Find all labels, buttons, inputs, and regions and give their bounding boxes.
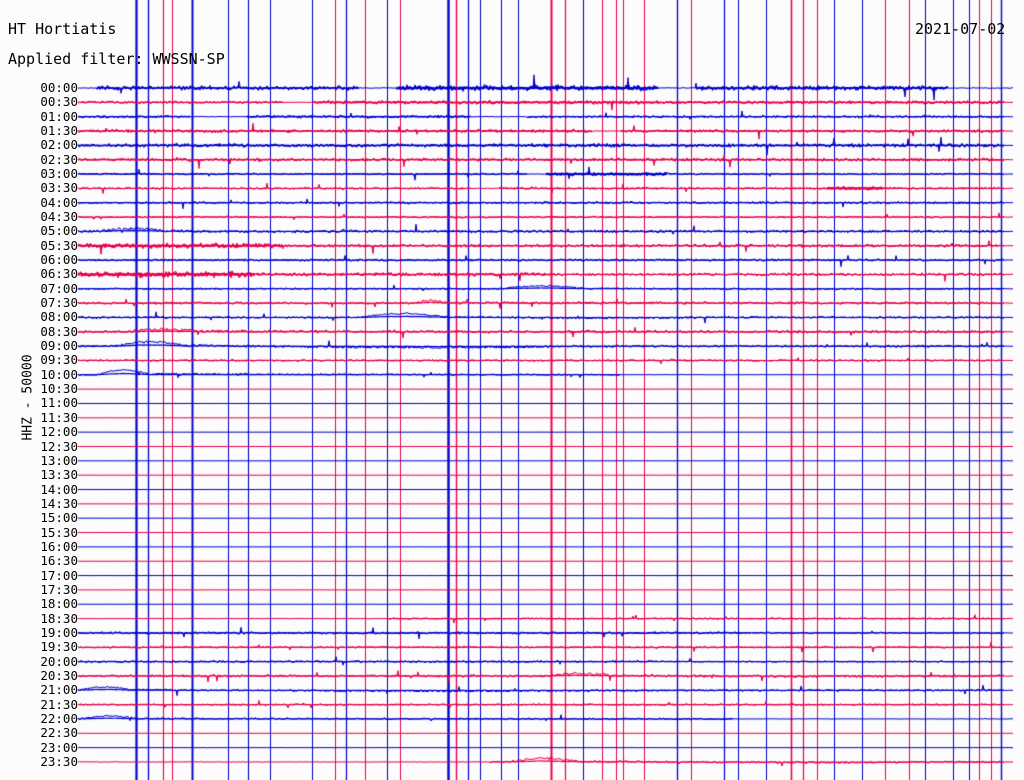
time-tick-label: 19:00	[40, 624, 78, 640]
time-tick-label: 00:30	[40, 94, 78, 110]
time-tick-label: 01:00	[40, 108, 78, 124]
time-tick-label: 22:00	[40, 710, 78, 726]
time-tick-label: 04:30	[40, 209, 78, 225]
time-tick-label: 06:00	[40, 252, 78, 268]
time-tick-label: 06:30	[40, 266, 78, 282]
time-tick-label: 09:00	[40, 338, 78, 354]
time-tick-label: 23:30	[40, 753, 78, 769]
time-tick-label: 12:30	[40, 438, 78, 454]
time-tick-label: 10:00	[40, 366, 78, 382]
time-tick-label: 10:30	[40, 381, 78, 397]
time-tick-label: 16:30	[40, 553, 78, 569]
time-tick-label: 12:00	[40, 424, 78, 440]
time-tick-label: 02:00	[40, 137, 78, 153]
time-tick-label: 03:30	[40, 180, 78, 196]
time-tick-label: 13:30	[40, 467, 78, 483]
time-tick-label: 23:00	[40, 739, 78, 755]
time-tick-label: 08:30	[40, 323, 78, 339]
time-tick-label: 20:30	[40, 667, 78, 683]
time-tick-label: 03:00	[40, 166, 78, 182]
time-tick-label: 22:30	[40, 725, 78, 741]
time-tick-label: 19:30	[40, 639, 78, 655]
time-tick-label: 17:00	[40, 567, 78, 583]
time-tick-label: 20:00	[40, 653, 78, 669]
time-tick-label: 14:00	[40, 481, 78, 497]
time-tick-label: 05:00	[40, 223, 78, 239]
time-tick-label: 21:00	[40, 682, 78, 698]
time-tick-label: 08:00	[40, 309, 78, 325]
time-tick-label: 07:30	[40, 295, 78, 311]
time-tick-label: 07:00	[40, 280, 78, 296]
time-tick-label: 09:30	[40, 352, 78, 368]
time-tick-label: 15:30	[40, 524, 78, 540]
time-tick-label: 15:00	[40, 510, 78, 526]
time-tick-label: 17:30	[40, 581, 78, 597]
time-tick-label: 16:00	[40, 538, 78, 554]
time-tick-label: 04:00	[40, 194, 78, 210]
time-tick-label: 21:30	[40, 696, 78, 712]
date-label: 2021-07-02	[915, 20, 1006, 38]
time-tick-label: 18:00	[40, 596, 78, 612]
time-tick-label: 11:30	[40, 409, 78, 425]
time-tick-label: 11:00	[40, 395, 78, 411]
time-axis: 00:00 00:30 01:00 01:30 02:00 02:30 03:00 03:30…	[0, 0, 78, 780]
time-tick-label: 01:30	[40, 123, 78, 139]
applied-filter-label: Applied filter: WWSSN-SP	[8, 50, 225, 68]
time-tick-label: 13:00	[40, 452, 78, 468]
time-tick-label: 00:00	[40, 80, 78, 95]
time-tick-label: 05:30	[40, 237, 78, 253]
page-title: HT Hortiatis	[8, 20, 117, 38]
time-tick-label: 14:30	[40, 495, 78, 511]
time-tick-label: 18:30	[40, 610, 78, 626]
time-tick-label: 02:30	[40, 151, 78, 167]
